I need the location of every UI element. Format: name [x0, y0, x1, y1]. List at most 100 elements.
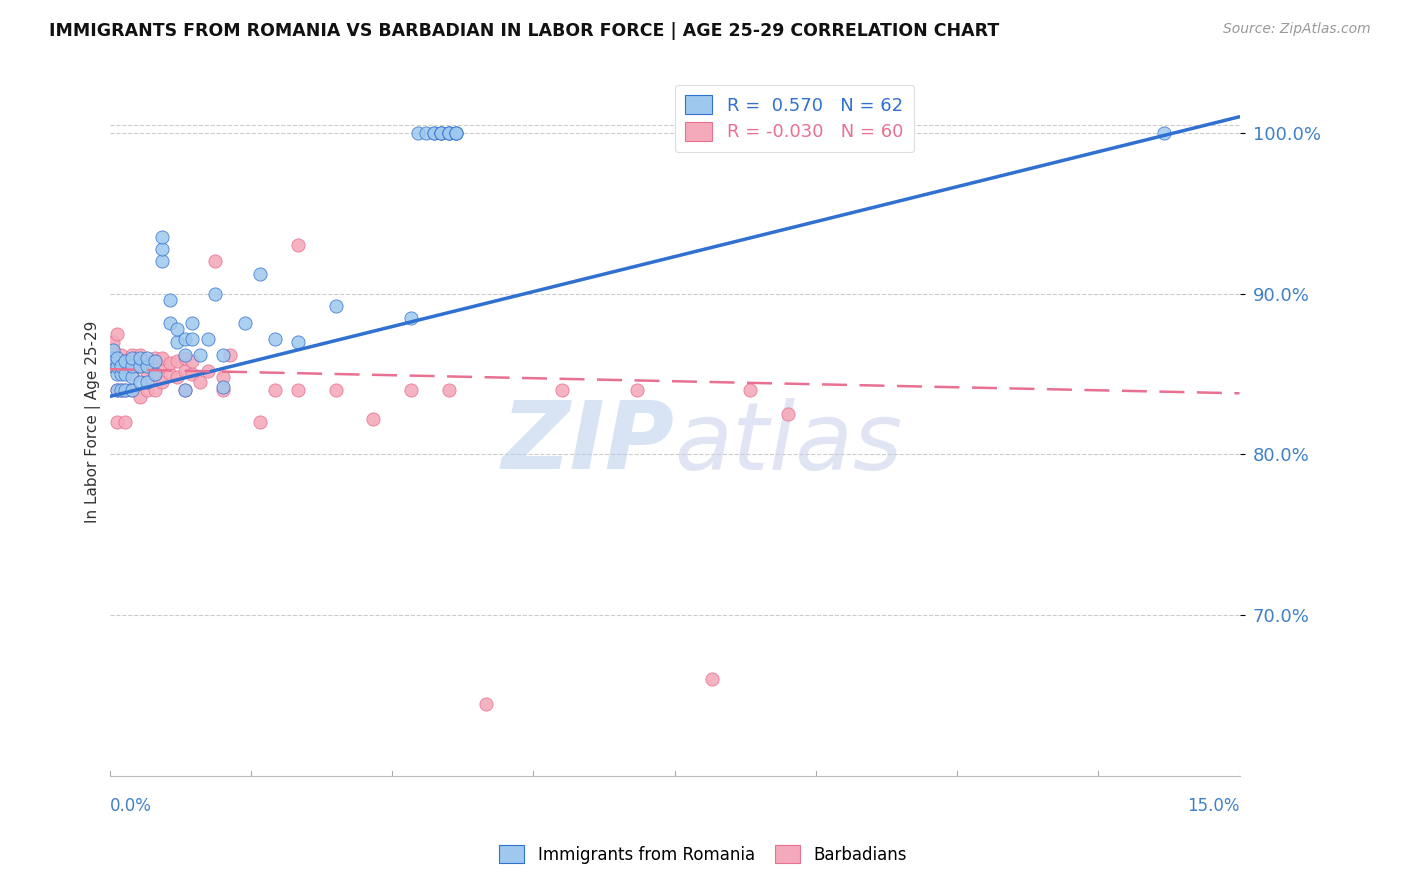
- Point: [136, 375, 159, 389]
- Text: 15.0%: 15.0%: [1187, 797, 1240, 815]
- Point: [174, 383, 197, 397]
- Point: [159, 293, 181, 307]
- Point: [702, 673, 724, 687]
- Point: [110, 348, 132, 362]
- Point: [143, 367, 166, 381]
- Point: [136, 354, 159, 368]
- Point: [114, 367, 136, 381]
- Point: [128, 390, 150, 404]
- Point: [197, 332, 219, 346]
- Point: [121, 383, 143, 397]
- Point: [105, 367, 128, 381]
- Point: [121, 359, 143, 373]
- Point: [114, 415, 136, 429]
- Point: [150, 242, 173, 256]
- Point: [181, 316, 204, 330]
- Point: [287, 334, 309, 349]
- Point: [103, 343, 125, 357]
- Point: [211, 348, 233, 362]
- Point: [444, 126, 467, 140]
- Point: [249, 415, 271, 429]
- Point: [150, 351, 173, 365]
- Point: [159, 316, 181, 330]
- Point: [626, 383, 648, 397]
- Point: [105, 383, 128, 397]
- Point: [422, 126, 444, 140]
- Point: [121, 367, 143, 381]
- Point: [114, 354, 136, 368]
- Point: [121, 370, 143, 384]
- Point: [204, 286, 226, 301]
- Point: [264, 332, 287, 346]
- Point: [325, 300, 347, 314]
- Point: [105, 383, 128, 397]
- Point: [437, 126, 460, 140]
- Point: [422, 126, 444, 140]
- Point: [159, 356, 181, 370]
- Point: [166, 334, 188, 349]
- Point: [325, 383, 347, 397]
- Point: [114, 383, 136, 397]
- Point: [121, 383, 143, 397]
- Text: ZIP: ZIP: [502, 398, 675, 490]
- Point: [249, 268, 271, 282]
- Point: [264, 383, 287, 397]
- Point: [233, 316, 256, 330]
- Point: [103, 359, 125, 373]
- Point: [399, 310, 422, 325]
- Point: [1153, 126, 1175, 140]
- Point: [776, 407, 799, 421]
- Point: [105, 359, 128, 373]
- Point: [150, 375, 173, 389]
- Point: [437, 126, 460, 140]
- Point: [105, 415, 128, 429]
- Point: [128, 359, 150, 373]
- Point: [110, 383, 132, 397]
- Point: [166, 354, 188, 368]
- Point: [475, 697, 498, 711]
- Point: [103, 351, 125, 365]
- Point: [103, 343, 125, 357]
- Point: [136, 351, 159, 365]
- Point: [287, 383, 309, 397]
- Point: [114, 383, 136, 397]
- Point: [415, 126, 437, 140]
- Point: [181, 367, 204, 381]
- Point: [181, 354, 204, 368]
- Point: [136, 383, 159, 397]
- Point: [188, 348, 211, 362]
- Legend: R =  0.570   N = 62, R = -0.030   N = 60: R = 0.570 N = 62, R = -0.030 N = 60: [675, 85, 914, 153]
- Point: [159, 367, 181, 381]
- Legend: Immigrants from Romania, Barbadians: Immigrants from Romania, Barbadians: [492, 838, 914, 871]
- Text: 0.0%: 0.0%: [110, 797, 152, 815]
- Point: [136, 370, 159, 384]
- Point: [211, 370, 233, 384]
- Point: [444, 126, 467, 140]
- Point: [399, 383, 422, 397]
- Point: [128, 375, 150, 389]
- Point: [136, 359, 159, 373]
- Y-axis label: In Labor Force | Age 25-29: In Labor Force | Age 25-29: [86, 321, 101, 524]
- Point: [738, 383, 761, 397]
- Point: [128, 348, 150, 362]
- Point: [166, 322, 188, 336]
- Point: [287, 238, 309, 252]
- Point: [444, 126, 467, 140]
- Point: [121, 348, 143, 362]
- Point: [105, 359, 128, 373]
- Point: [181, 332, 204, 346]
- Point: [430, 126, 453, 140]
- Point: [150, 254, 173, 268]
- Point: [174, 364, 197, 378]
- Point: [103, 359, 125, 373]
- Point: [219, 348, 242, 362]
- Point: [114, 354, 136, 368]
- Point: [430, 126, 453, 140]
- Point: [105, 351, 128, 365]
- Point: [121, 351, 143, 365]
- Point: [110, 359, 132, 373]
- Point: [110, 359, 132, 373]
- Point: [204, 254, 226, 268]
- Point: [128, 351, 150, 365]
- Point: [174, 332, 197, 346]
